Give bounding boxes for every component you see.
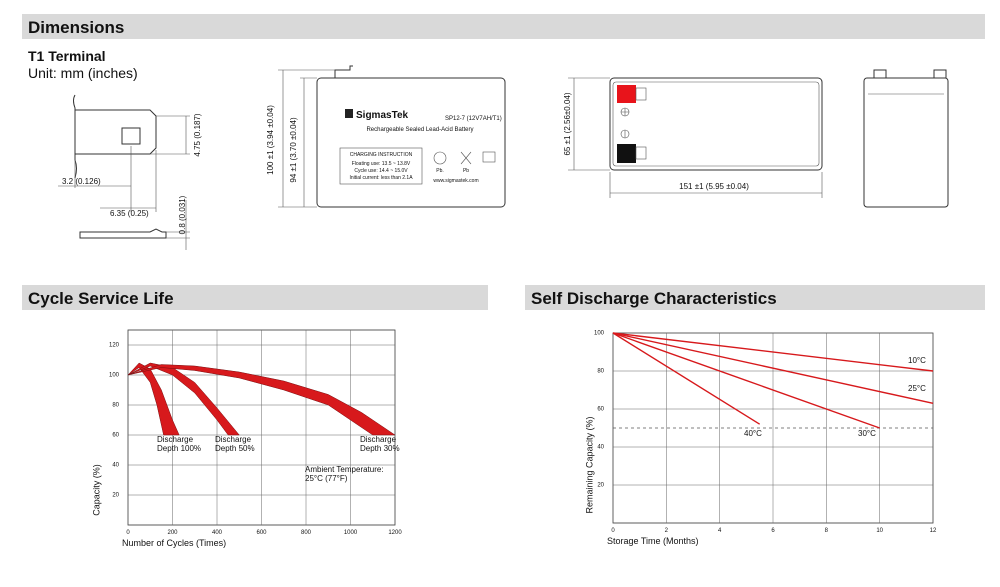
band-label: Depth 100% — [157, 444, 201, 453]
x-tick-label: 10 — [876, 528, 883, 534]
front-view — [278, 65, 506, 208]
x-tick-label: 1000 — [344, 530, 358, 536]
charging-line: Initial current: less than 2.1A — [349, 175, 413, 181]
icon-label: Pb. — [436, 168, 444, 174]
website: www.sigmastek.com — [433, 178, 478, 184]
discharge-line — [612, 332, 880, 429]
band-label: Depth 50% — [215, 444, 255, 453]
x-tick-label: 1200 — [388, 530, 402, 536]
line-label: 10°C — [908, 356, 926, 365]
y-tick-label: 60 — [597, 407, 604, 413]
x-tick-label: 200 — [167, 530, 178, 536]
terminal-title: T1 Terminal — [28, 48, 106, 64]
x-tick-label: 600 — [256, 530, 267, 536]
annotation: Ambient Temperature: — [305, 465, 384, 474]
model: SP12-7 (12V7AH/T1) — [445, 116, 502, 122]
top-view — [568, 77, 823, 198]
discharge-line — [612, 332, 934, 404]
dimension-label: 6.35 (0.25) — [110, 209, 149, 218]
y-axis-label: Remaining Capacity (%) — [584, 416, 594, 513]
section-title: Cycle Service Life — [28, 289, 174, 308]
x-tick-label: 800 — [301, 530, 312, 536]
line-label: 30°C — [858, 429, 876, 438]
terminal-drawing — [58, 94, 190, 250]
x-tick-label: 12 — [930, 528, 937, 534]
annotation: 25°C (77°F) — [305, 474, 348, 483]
band-label: Discharge — [360, 435, 397, 444]
x-tick-label: 8 — [825, 528, 829, 534]
y-tick-label: 100 — [109, 373, 120, 379]
line-label: 25°C — [908, 384, 926, 393]
section-header — [525, 285, 985, 310]
x-tick-label: 6 — [771, 528, 775, 534]
y-tick-label: 120 — [109, 343, 120, 349]
discharge-line — [612, 332, 761, 425]
dimension-label: 100 ±1 (3.94 ±0.04) — [266, 105, 275, 175]
band-label: Discharge — [215, 435, 252, 444]
y-tick-label: 60 — [112, 433, 119, 439]
icon-label: Pb — [463, 168, 469, 174]
x-axis-label: Storage Time (Months) — [607, 536, 699, 546]
section-title: Dimensions — [28, 18, 124, 37]
y-tick-label: 40 — [597, 445, 604, 451]
unit-text: Unit: mm (inches) — [28, 65, 138, 81]
band-label: Discharge — [157, 435, 194, 444]
charging-title: CHARGING INSTRUCTION — [350, 152, 413, 158]
y-tick-label: 20 — [597, 483, 604, 489]
discharge-line — [612, 332, 934, 372]
y-tick-label: 80 — [597, 369, 604, 375]
brand: SigmasTek — [356, 110, 408, 121]
x-tick-label: 0 — [126, 530, 130, 536]
x-tick-label: 4 — [718, 528, 722, 534]
section-title: Self Discharge Characteristics — [531, 289, 777, 308]
line-label: 40°C — [744, 429, 762, 438]
x-tick-label: 2 — [665, 528, 669, 534]
charging-line: Floating use: 13.5 ~ 13.8V — [352, 161, 411, 167]
section-header — [22, 285, 488, 310]
side-view — [863, 69, 949, 208]
y-tick-label: 40 — [112, 463, 119, 469]
band-label: Depth 30% — [360, 444, 400, 453]
dimension-label: 4.75 (0.187) — [193, 113, 202, 156]
y-tick-label: 20 — [112, 493, 119, 499]
y-axis-label: Capacity (%) — [91, 464, 101, 516]
dimension-label: 65 ±1 (2.56±0.04) — [563, 92, 572, 155]
capacity-band — [127, 364, 396, 436]
x-tick-label: 0 — [611, 528, 615, 534]
y-tick-label: 80 — [112, 403, 119, 409]
x-tick-label: 400 — [212, 530, 223, 536]
x-axis-label: Number of Cycles (Times) — [122, 538, 226, 548]
dimension-label: 3.2 (0.126) — [62, 177, 101, 186]
dimension-label: 94 ±1 (3.70 ±0.04) — [289, 117, 298, 183]
section-header — [22, 14, 985, 39]
y-tick-label: 100 — [594, 331, 605, 337]
dimension-label: 0.8 (0.031) — [178, 195, 187, 234]
dimension-label: 151 ±1 (5.95 ±0.04) — [679, 182, 749, 191]
charging-line: Cycle use: 14.4 ~ 15.0V — [354, 168, 408, 174]
description: Rechargeable Sealed Lead-Acid Battery — [366, 127, 473, 133]
